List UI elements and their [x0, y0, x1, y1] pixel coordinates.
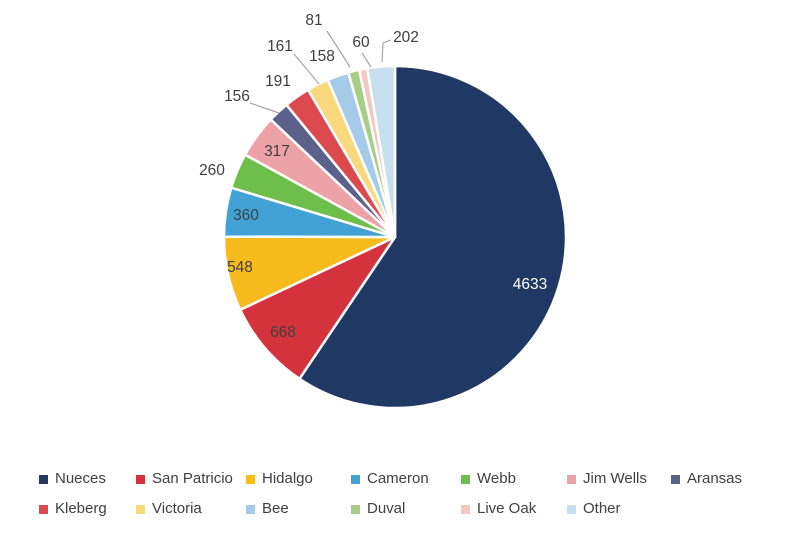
legend-item-live-oak: Live Oak — [461, 501, 536, 517]
legend-label-kleberg: Kleberg — [55, 500, 107, 517]
legend-swatch-bee — [246, 504, 255, 514]
leader-line-duval — [326, 30, 351, 68]
pie-slice-san-patricio — [239, 235, 397, 381]
legend-swatch-webb — [461, 474, 470, 484]
data-label-cameron: 360 — [233, 207, 259, 224]
legend-label-hidalgo: Hidalgo — [262, 470, 313, 487]
legend-item-victoria: Victoria — [136, 501, 202, 517]
data-label-aransas: 156 — [224, 88, 250, 105]
legend-label-live-oak: Live Oak — [477, 500, 537, 517]
legend-label-cameron: Cameron — [367, 470, 429, 487]
legend-swatch-duval — [351, 504, 360, 514]
legend-swatch-aransas — [671, 474, 680, 484]
pie-chart: 4633 668 548 360 260 317 156 191 161 158 81 60 202 — [199, 12, 568, 410]
leader-line-live-oak — [361, 52, 372, 68]
legend-item-cameron: Cameron — [351, 471, 429, 487]
data-label-duval: 81 — [305, 12, 322, 29]
data-label-san-patricio: 668 — [270, 324, 296, 341]
legend-label-san-patricio: San Patricio — [152, 470, 233, 487]
legend-item-aransas: Aransas — [671, 471, 742, 487]
data-label-live-oak: 60 — [352, 34, 370, 51]
leader-line-other — [381, 39, 392, 63]
legend-label-nueces: Nueces — [55, 470, 106, 487]
legend-item-duval: Duval — [351, 501, 405, 517]
legend-item-bee: Bee — [246, 501, 289, 517]
legend-label-aransas: Aransas — [687, 470, 743, 487]
legend-item-jim-wells: Jim Wells — [567, 471, 647, 487]
legend-label-bee: Bee — [262, 500, 289, 517]
chart-legend: Nueces San Patricio Hidalgo Cameron Webb Jim … — [0, 445, 792, 543]
legend-swatch-cameron — [351, 474, 360, 484]
leader-line-aransas — [249, 102, 280, 114]
legend-item-san-patricio: San Patricio — [136, 471, 233, 487]
data-label-hidalgo: 548 — [227, 259, 253, 276]
legend-swatch-other — [567, 504, 576, 514]
legend-swatch-jim-wells — [567, 474, 576, 484]
legend-swatch-hidalgo — [246, 474, 255, 484]
legend-swatch-san-patricio — [136, 474, 145, 484]
data-label-other: 202 — [393, 29, 419, 46]
data-label-nueces: 4633 — [513, 276, 547, 293]
legend-label-jim-wells: Jim Wells — [583, 470, 647, 487]
legend-swatch-live-oak — [461, 504, 470, 514]
data-label-bee: 158 — [309, 48, 335, 65]
pie-slice-other — [366, 64, 397, 239]
legend-swatch-kleberg — [39, 504, 48, 514]
data-label-kleberg: 191 — [265, 73, 291, 90]
legend-label-victoria: Victoria — [152, 500, 202, 517]
data-label-webb: 260 — [199, 162, 225, 179]
legend-item-hidalgo: Hidalgo — [246, 471, 313, 487]
legend-swatch-nueces — [39, 474, 48, 484]
pie-slice-nueces — [298, 64, 568, 410]
legend-item-kleberg: Kleberg — [39, 501, 107, 517]
legend-item-webb: Webb — [461, 471, 516, 487]
legend-label-other: Other — [583, 500, 621, 517]
legend-label-webb: Webb — [477, 470, 516, 487]
legend-swatch-victoria — [136, 504, 145, 514]
legend-item-nueces: Nueces — [39, 471, 106, 487]
data-label-jim-wells: 317 — [264, 143, 290, 160]
data-label-victoria: 161 — [267, 38, 293, 55]
legend-label-duval: Duval — [367, 500, 406, 517]
legend-item-other: Other — [567, 501, 621, 517]
leader-line-victoria — [293, 53, 320, 85]
